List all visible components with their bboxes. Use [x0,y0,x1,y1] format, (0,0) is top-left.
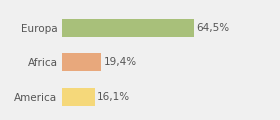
Bar [62,19,194,37]
Text: 16,1%: 16,1% [97,92,130,102]
Text: 19,4%: 19,4% [104,57,137,67]
Bar [62,53,101,71]
Text: 64,5%: 64,5% [197,23,230,33]
Bar [62,88,95,106]
